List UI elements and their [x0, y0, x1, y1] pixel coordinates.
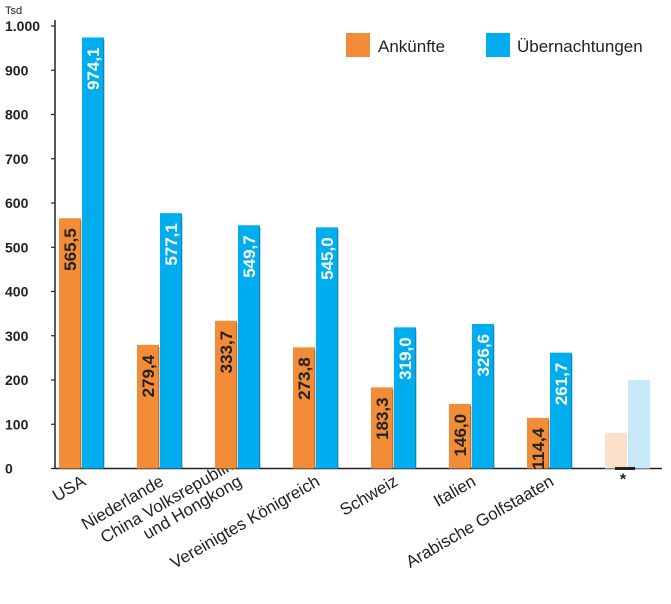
bar-shadow [259, 227, 261, 469]
y-tick-label: 900 [5, 62, 29, 78]
bar-value-label: 326,6 [474, 334, 493, 377]
legend-swatch-ankuenfte [346, 33, 370, 57]
y-tick-label: 1.000 [5, 18, 40, 34]
y-tick-label: 100 [5, 416, 29, 432]
bar-value-label: 333,7 [217, 331, 236, 374]
bar-value-label: 549,7 [240, 235, 259, 278]
bar-uebernachtungen [238, 225, 260, 469]
y-tick-label: 0 [5, 461, 13, 477]
bar-value-label: 565,5 [61, 228, 80, 271]
bar-shadow [236, 322, 238, 469]
x-category-label: USA [49, 471, 89, 505]
y-tick-label: 700 [5, 151, 29, 167]
bar-shadow [470, 405, 472, 469]
bar-shadow [80, 220, 82, 469]
bar-shadow [158, 346, 160, 469]
y-tick-label: 600 [5, 195, 29, 211]
bar-shadow [314, 349, 316, 469]
bar-uebernachtungen [550, 352, 572, 469]
bars: 565,5 974,1 279,4 577,1 333,7 549,7 273,8 545,0… [59, 37, 650, 470]
bar-uebernachtungen [394, 327, 416, 469]
x-category-label: * [620, 472, 627, 489]
bar-value-label: 974,1 [84, 47, 103, 90]
bar-shadow [392, 389, 394, 469]
bar-value-label: 261,7 [552, 363, 571, 406]
legend-swatch-uebernachtungen [486, 33, 510, 57]
bar-value-label: 279,4 [139, 354, 158, 397]
bar-ankuenfte [215, 320, 237, 469]
bar-value-label: 273,8 [295, 357, 314, 400]
x-category-label: Schweiz [337, 472, 401, 520]
bar-uebernachtungen [160, 213, 182, 469]
bar-value-label: 577,1 [162, 223, 181, 266]
bar-value-label: 319,0 [396, 337, 415, 380]
bar-shadow [548, 419, 550, 469]
legend: Ankünfte Übernachtungen [346, 33, 643, 57]
bar-shadow [571, 354, 573, 469]
y-tick-label: 300 [5, 328, 29, 344]
bar-shadow [337, 229, 339, 469]
bar-shadow [415, 329, 417, 469]
bar-ankuenfte [605, 433, 627, 469]
bar-value-label: 545,0 [318, 237, 337, 280]
bar-uebernachtungen [628, 380, 650, 469]
y-tick-label: 500 [5, 239, 29, 255]
bar-ankuenfte [449, 403, 471, 469]
bar-uebernachtungen [82, 37, 104, 469]
bar-ankuenfte [293, 347, 315, 469]
bar-value-label: 183,3 [373, 397, 392, 440]
bar-value-label: 114,4 [529, 427, 548, 469]
bar-shadow [493, 325, 495, 469]
y-tick-label: 200 [5, 372, 29, 388]
bar-shadow [181, 215, 183, 469]
legend-label-uebernachtungen: Übernachtungen [517, 37, 643, 56]
bar-uebernachtungen [316, 227, 338, 469]
y-tick-label: 400 [5, 284, 29, 300]
bar-shadow [103, 39, 105, 469]
x-category-label: Arabische Golfstaaten [403, 472, 557, 572]
bar-ankuenfte [59, 218, 81, 469]
bar-ankuenfte [137, 344, 159, 469]
bar-uebernachtungen [472, 323, 494, 469]
y-tick-label: 800 [5, 107, 29, 123]
x-category-label: Italien [430, 472, 479, 511]
legend-label-ankuenfte: Ankünfte [378, 37, 445, 56]
y-unit-label: Tsd [5, 5, 22, 17]
bar-ankuenfte [527, 417, 549, 469]
bar-ankuenfte [371, 387, 393, 469]
bar-value-label: 146,0 [451, 414, 470, 457]
